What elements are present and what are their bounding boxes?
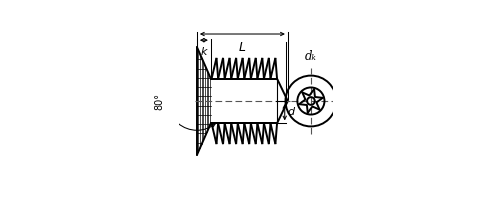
Text: dₖ: dₖ — [305, 50, 317, 63]
Text: d: d — [288, 107, 294, 117]
Polygon shape — [197, 47, 211, 155]
Text: 80°: 80° — [154, 92, 164, 110]
Text: k: k — [200, 47, 207, 57]
Text: L: L — [239, 41, 246, 54]
Polygon shape — [212, 79, 288, 123]
